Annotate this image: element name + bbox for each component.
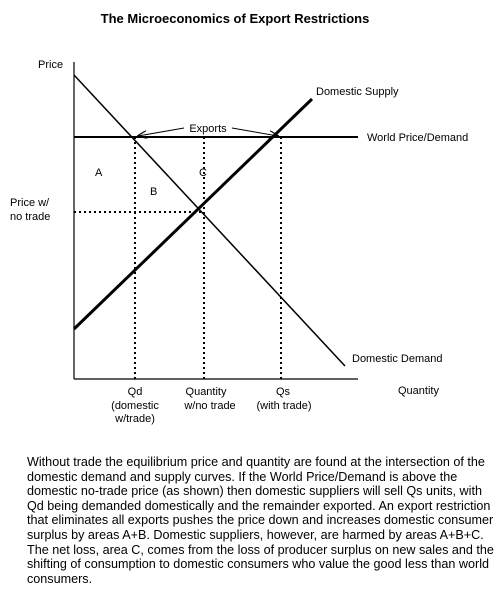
qd-label-line2: (domestic — [111, 400, 159, 412]
y-axis-label: Price — [38, 59, 63, 71]
qs-label-line1: Qs — [276, 386, 291, 398]
price-no-trade-label-line1: Price w/ — [10, 197, 50, 209]
quantity-no-trade-label-line2: w/no trade — [183, 400, 235, 412]
qd-label-line3: w/trade) — [114, 413, 155, 425]
exports-arrow-left — [138, 127, 185, 136]
exports-label: Exports — [189, 123, 227, 135]
demand-curve — [73, 74, 346, 367]
price-no-trade-label-line2: no trade — [10, 211, 50, 223]
area-b-label: B — [150, 186, 157, 198]
area-a-label: A — [95, 167, 103, 179]
x-axis-label: Quantity — [398, 385, 439, 397]
export-restrictions-diagram: The Microeconomics of Export Restriction… — [10, 11, 468, 425]
exports-arrow-right — [231, 127, 278, 136]
qd-label-line1: Qd — [128, 386, 143, 398]
quantity-no-trade-label-line1: Quantity — [186, 386, 227, 398]
explanation-caption: Without trade the equilibrium price and … — [27, 455, 494, 586]
world-price-label: World Price/Demand — [367, 132, 468, 144]
area-c-label: C — [199, 167, 207, 179]
supply-label: Domestic Supply — [316, 86, 399, 98]
diagram-title: The Microeconomics of Export Restriction… — [101, 11, 370, 26]
demand-label: Domestic Demand — [352, 353, 442, 365]
qs-label-line2: (with trade) — [256, 400, 311, 412]
